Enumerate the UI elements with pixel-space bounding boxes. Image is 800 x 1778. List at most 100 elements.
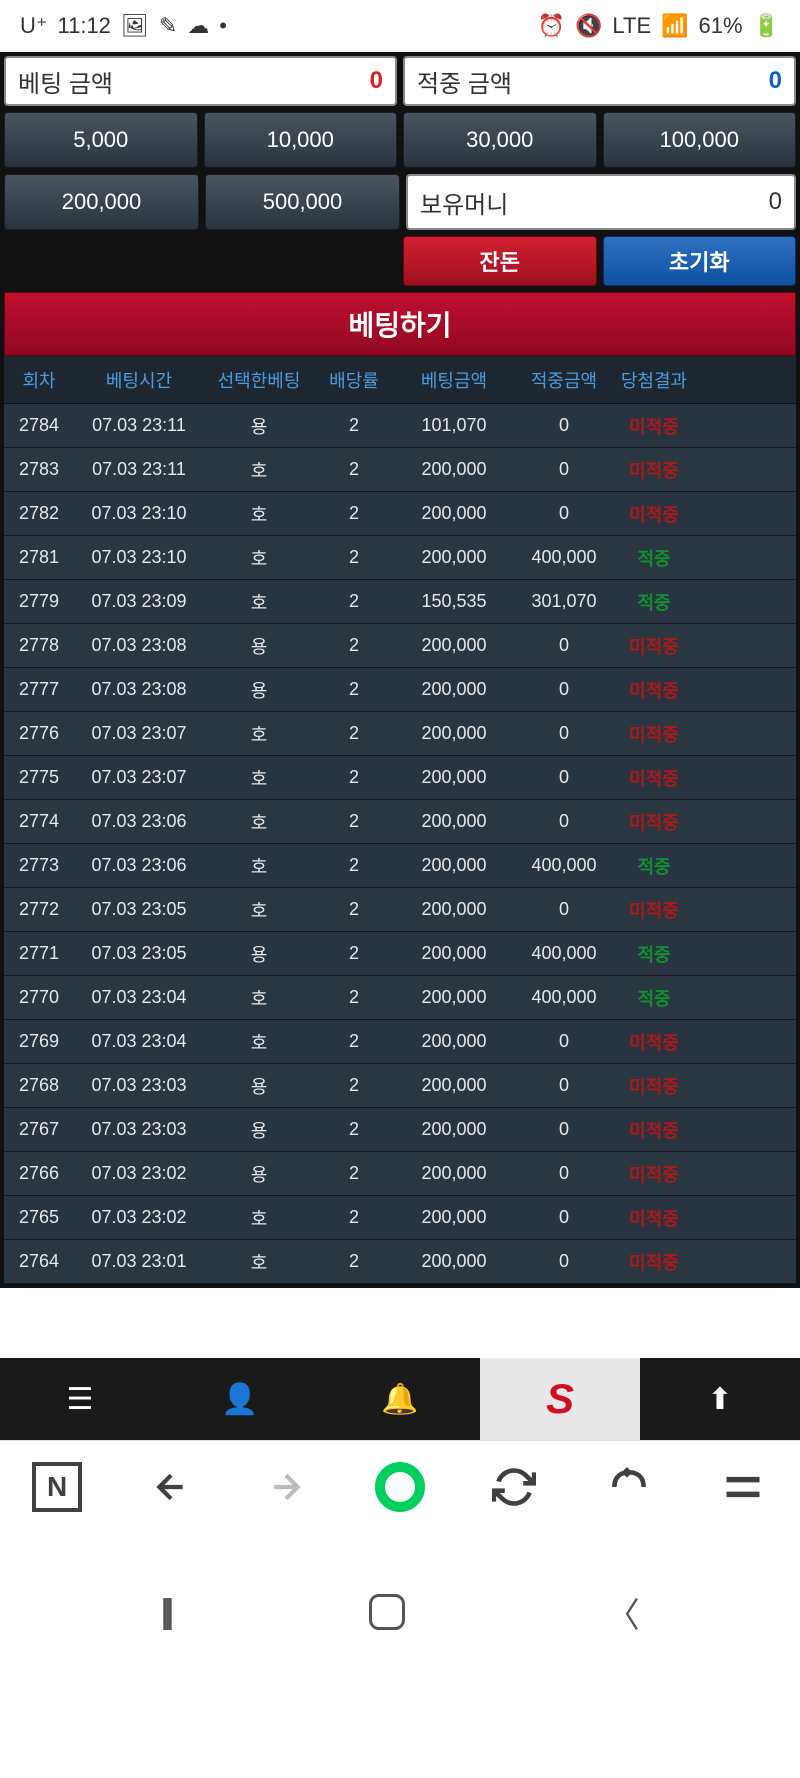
scroll-top-button[interactable]: ⬆: [640, 1358, 800, 1440]
table-cell: 2: [314, 1207, 394, 1228]
table-cell: 200,000: [394, 635, 514, 656]
table-cell: 200,000: [394, 899, 514, 920]
result-cell: 미적중: [614, 721, 694, 747]
table-cell: 2778: [4, 635, 74, 656]
battery-label: 61%: [699, 13, 743, 39]
table-cell: 150,535: [394, 591, 514, 612]
menu-button[interactable]: ☰: [0, 1358, 160, 1440]
result-cell: 미적중: [614, 457, 694, 483]
table-cell: 2765: [4, 1207, 74, 1228]
table-row: 276607.03 23:02용2200,0000미적중: [4, 1152, 796, 1196]
balance-value: 0: [769, 188, 782, 216]
table-cell: 2: [314, 899, 394, 920]
col-round: 회차: [4, 367, 74, 393]
table-cell: 2: [314, 547, 394, 568]
table-row: 277907.03 23:09호2150,535301,070적중: [4, 580, 796, 624]
table-cell: 200,000: [394, 1031, 514, 1052]
quick-bet-5000[interactable]: 5,000: [4, 112, 198, 168]
share-icon: [607, 1465, 651, 1509]
table-cell: 호: [204, 545, 314, 571]
win-amount-label: 적중 금액: [417, 64, 512, 99]
table-cell: 07.03 23:10: [74, 503, 204, 524]
table-cell: 호: [204, 853, 314, 879]
system-recent-button[interactable]: |||: [160, 1593, 169, 1632]
quick-bet-100000[interactable]: 100,000: [603, 112, 797, 168]
result-cell: 미적중: [614, 1205, 694, 1231]
browser-forward-button[interactable]: [229, 1467, 343, 1507]
result-cell: 미적중: [614, 1073, 694, 1099]
table-cell: 2776: [4, 723, 74, 744]
result-cell: 적중: [614, 941, 694, 967]
table-cell: 07.03 23:01: [74, 1251, 204, 1272]
table-cell: 2: [314, 1119, 394, 1140]
remain-button[interactable]: 잔돈: [403, 236, 597, 286]
table-cell: 2767: [4, 1119, 74, 1140]
table-row: 277607.03 23:07호2200,0000미적중: [4, 712, 796, 756]
balance-box: 보유머니 0: [406, 174, 796, 230]
table-cell: 07.03 23:07: [74, 767, 204, 788]
table-cell: 0: [514, 415, 614, 436]
table-cell: 200,000: [394, 679, 514, 700]
table-cell: 07.03 23:08: [74, 679, 204, 700]
quick-bet-500000[interactable]: 500,000: [205, 174, 400, 230]
table-cell: 0: [514, 899, 614, 920]
browser-share-button[interactable]: [571, 1465, 685, 1509]
battery-icon: 🔋: [753, 13, 780, 39]
table-cell: 0: [514, 1207, 614, 1228]
browser-reload-button[interactable]: [457, 1465, 571, 1509]
browser-bar: N: [0, 1440, 800, 1532]
result-cell: 미적중: [614, 677, 694, 703]
col-bet: 베팅금액: [394, 367, 514, 393]
table-row: 278307.03 23:11호2200,0000미적중: [4, 448, 796, 492]
browser-back-button[interactable]: [114, 1467, 228, 1507]
browser-home-button[interactable]: [343, 1462, 457, 1512]
quick-bet-10000[interactable]: 10,000: [204, 112, 398, 168]
table-cell: 07.03 23:08: [74, 635, 204, 656]
table-cell: 0: [514, 1075, 614, 1096]
table-cell: 2: [314, 987, 394, 1008]
network-label: LTE: [612, 13, 651, 39]
table-cell: 400,000: [514, 855, 614, 876]
bet-amount-box[interactable]: 베팅 금액 0: [4, 56, 397, 106]
table-cell: 400,000: [514, 547, 614, 568]
table-cell: 용: [204, 633, 314, 659]
table-cell: 101,070: [394, 415, 514, 436]
table-cell: 2777: [4, 679, 74, 700]
clock-label: 11:12: [58, 13, 111, 39]
table-cell: 07.03 23:07: [74, 723, 204, 744]
col-pick: 선택한베팅: [204, 367, 314, 393]
browser-tabs-button[interactable]: [686, 1465, 800, 1509]
table-cell: 200,000: [394, 723, 514, 744]
table-cell: 2: [314, 1031, 394, 1052]
table-cell: 호: [204, 1029, 314, 1055]
table-cell: 200,000: [394, 1207, 514, 1228]
notifications-button[interactable]: 🔔: [320, 1358, 480, 1440]
result-cell: 적중: [614, 545, 694, 571]
system-back-button[interactable]: 〈: [606, 1588, 640, 1637]
user-icon: 👤: [221, 1382, 258, 1417]
logo-button[interactable]: S: [480, 1358, 640, 1440]
home-icon: [369, 1594, 405, 1630]
cloud-icon: ☁: [187, 13, 209, 39]
reset-button[interactable]: 초기화: [603, 236, 797, 286]
profile-button[interactable]: 👤: [160, 1358, 320, 1440]
table-cell: 0: [514, 503, 614, 524]
naver-button[interactable]: N: [0, 1462, 114, 1512]
tabs-icon: [721, 1465, 765, 1509]
dot-icon: •: [219, 13, 227, 39]
place-bet-button[interactable]: 베팅하기: [4, 292, 796, 356]
table-row: 278407.03 23:11용2101,0700미적중: [4, 404, 796, 448]
home-circle-icon: [375, 1462, 425, 1512]
table-cell: 200,000: [394, 1251, 514, 1272]
table-row: 276507.03 23:02호2200,0000미적중: [4, 1196, 796, 1240]
table-row: 276807.03 23:03용2200,0000미적중: [4, 1064, 796, 1108]
win-amount-box: 적중 금액 0: [403, 56, 796, 106]
table-cell: 2: [314, 459, 394, 480]
system-home-button[interactable]: [369, 1594, 405, 1630]
quick-bet-30000[interactable]: 30,000: [403, 112, 597, 168]
quick-bet-200000[interactable]: 200,000: [4, 174, 199, 230]
result-cell: 적중: [614, 985, 694, 1011]
table-cell: 2771: [4, 943, 74, 964]
alarm-icon: ⏰: [538, 13, 565, 39]
table-cell: 2770: [4, 987, 74, 1008]
